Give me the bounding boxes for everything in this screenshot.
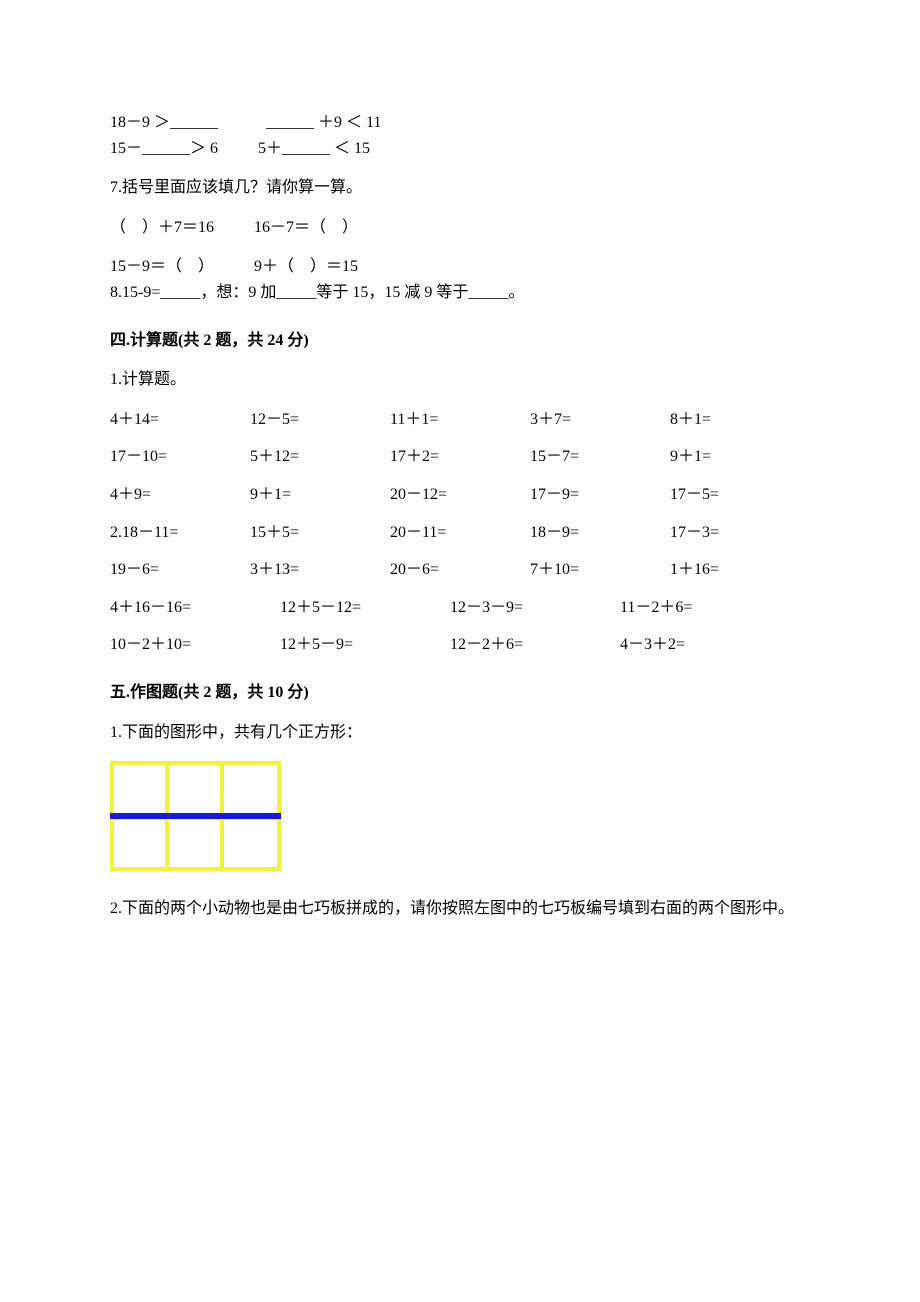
- q7-row-2: 15－9＝（ ） 9＋（ ）＝15: [110, 254, 810, 280]
- grid-cell: [110, 761, 169, 820]
- inequality-1b: ______ ＋9 ＜ 11: [266, 114, 381, 131]
- calc-cell: 11－2＋6=: [620, 595, 790, 621]
- s5-q1: 1.下面的图形中，共有几个正方形：: [110, 720, 810, 746]
- q8-text: 8.15-9=_____，想：9 加_____等于 15，15 减 9 等于__…: [110, 280, 810, 306]
- calc-cell: 4－3＋2=: [620, 632, 790, 658]
- calc-cell: 12－3－9=: [450, 595, 620, 621]
- calc-cell: 18－9=: [530, 520, 670, 546]
- calc-cell: 4＋14=: [110, 407, 250, 433]
- grid-2x3: [110, 761, 281, 871]
- q7-2b: 9＋（ ）＝15: [254, 258, 358, 275]
- worksheet-page: 18－9 ＞______ ______ ＋9 ＜ 11 15－______＞ 6…: [0, 0, 920, 1302]
- q7-1b: 16－7＝（ ）: [254, 219, 358, 236]
- calc-cell: 20－11=: [390, 520, 530, 546]
- inequality-1a: 18－9 ＞______: [110, 114, 218, 131]
- grid-cell: [110, 816, 169, 871]
- section-5-heading: 五.作图题(共 2 题，共 10 分): [110, 680, 810, 706]
- grid-cell: [165, 761, 224, 820]
- squares-figure: [110, 761, 810, 871]
- grid-cell: [220, 761, 281, 820]
- grid-midline: [110, 813, 281, 819]
- s4-q1-intro: 1.计算题。: [110, 367, 810, 393]
- inequality-2b: 5＋______ ＜ 15: [258, 140, 370, 157]
- calc-cell: 12－5=: [250, 407, 390, 433]
- calc-cell: 20－6=: [390, 557, 530, 583]
- inequality-2a: 15－______＞ 6: [110, 140, 218, 157]
- calc-cell: 19－6=: [110, 557, 250, 583]
- calc-cell: 17－5=: [670, 482, 810, 508]
- grid-cell: [220, 816, 281, 871]
- calc-row: 10－2＋10= 12＋5－9= 12－2＋6= 4－3＋2=: [110, 632, 810, 658]
- calc-cell: 3＋7=: [530, 407, 670, 433]
- inequality-row-2: 15－______＞ 6 5＋______ ＜ 15: [110, 136, 810, 162]
- calc-cell: 4＋9=: [110, 482, 250, 508]
- calc-cell: 15＋5=: [250, 520, 390, 546]
- calc-row: 4＋9= 9＋1= 20－12= 17－9= 17－5=: [110, 482, 810, 508]
- s5-q2: 2.下面的两个小动物也是由七巧板拼成的，请你按照左图中的七巧板编号填到右面的两个…: [110, 891, 810, 926]
- calc-row: 17－10= 5＋12= 17＋2= 15－7= 9＋1=: [110, 444, 810, 470]
- calc-cell: 12－2＋6=: [450, 632, 620, 658]
- calc-cell: 15－7=: [530, 444, 670, 470]
- calc-cell: 9＋1=: [250, 482, 390, 508]
- inequality-row-1: 18－9 ＞______ ______ ＋9 ＜ 11: [110, 110, 810, 136]
- calc-cell: 2.18－11=: [110, 520, 250, 546]
- calc-cell: 12＋5－12=: [280, 595, 450, 621]
- calc-cell: 17－9=: [530, 482, 670, 508]
- calc-cell: 9＋1=: [670, 444, 810, 470]
- q7-intro: 7.括号里面应该填几？请你算一算。: [110, 175, 810, 201]
- q7-2a: 15－9＝（ ）: [110, 258, 214, 275]
- calc-cell: 12＋5－9=: [280, 632, 450, 658]
- calc-cell: 20－12=: [390, 482, 530, 508]
- calc-cell: 11＋1=: [390, 407, 530, 433]
- q7-1a: （ ）＋7＝16: [110, 219, 214, 236]
- calc-cell: 3＋13=: [250, 557, 390, 583]
- section-4-heading: 四.计算题(共 2 题，共 24 分): [110, 328, 810, 354]
- calc-cell: 5＋12=: [250, 444, 390, 470]
- calc-cell: 4＋16－16=: [110, 595, 280, 621]
- calc-cell: 17＋2=: [390, 444, 530, 470]
- calc-cell: 17－3=: [670, 520, 810, 546]
- calc-row: 19－6= 3＋13= 20－6= 7＋10= 1＋16=: [110, 557, 810, 583]
- grid-cell: [165, 816, 224, 871]
- calc-cell: 17－10=: [110, 444, 250, 470]
- calc-cell: 7＋10=: [530, 557, 670, 583]
- calc-row: 4＋16－16= 12＋5－12= 12－3－9= 11－2＋6=: [110, 595, 810, 621]
- calc-cell: 8＋1=: [670, 407, 810, 433]
- q7-row-1: （ ）＋7＝16 16－7＝（ ）: [110, 215, 810, 241]
- calc-row: 4＋14= 12－5= 11＋1= 3＋7= 8＋1=: [110, 407, 810, 433]
- calc-cell: 10－2＋10=: [110, 632, 280, 658]
- calc-row: 2.18－11= 15＋5= 20－11= 18－9= 17－3=: [110, 520, 810, 546]
- calc-cell: 1＋16=: [670, 557, 810, 583]
